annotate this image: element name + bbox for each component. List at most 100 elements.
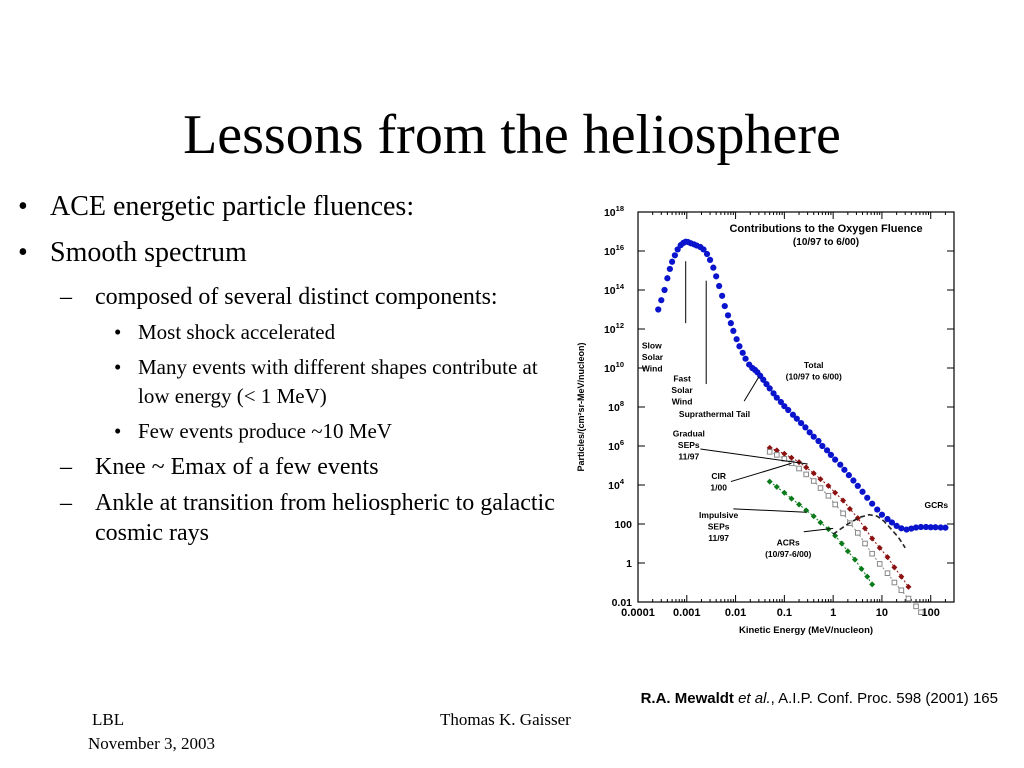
data-point-total [713, 273, 720, 280]
x-tick-label: 10 [876, 607, 888, 619]
data-point-diamond [838, 540, 845, 547]
y-tick-label: 1 [626, 558, 632, 570]
data-point-total [785, 406, 792, 414]
y-tick-label: 100 [614, 519, 632, 531]
data-point-total [832, 456, 839, 463]
data-point-diamond [898, 573, 905, 580]
data-point-square [803, 471, 809, 478]
data-point-diamond [766, 478, 773, 485]
data-point-square [898, 587, 905, 594]
bullet-text: ACE energetic particle fluences: [50, 191, 415, 222]
data-point-total [671, 252, 678, 259]
data-point-total [850, 477, 857, 484]
footer-presenter: Thomas K. Gaisser [440, 710, 571, 729]
data-point-total [841, 466, 848, 473]
citation-ref: , A.I.P. Conf. Proc. 598 (2001) 165 [770, 690, 998, 707]
data-point-square [862, 540, 868, 547]
x-tick-label: 0.0001 [621, 607, 655, 619]
data-point-diamond [884, 554, 891, 561]
data-point-total [797, 419, 805, 427]
data-point-total [739, 349, 746, 356]
bullet-item: • Smooth spectrum [18, 236, 558, 270]
data-point-total [710, 264, 717, 271]
data-point-square [905, 595, 912, 602]
data-point-total [932, 524, 939, 531]
data-point-total [760, 376, 767, 383]
data-point-total [893, 522, 900, 529]
chart-annotation: Suprathermal Tail [679, 409, 750, 419]
data-point-total [706, 256, 714, 263]
bullet-item: • ACE energetic particle fluences: [18, 190, 558, 224]
data-point-diamond [832, 489, 839, 496]
data-point-diamond [803, 464, 810, 471]
chart-annotation: CIR [711, 471, 726, 481]
x-tick-label: 1 [830, 607, 836, 619]
data-point-total [719, 292, 726, 299]
sub-bullet-text: Knee ~ Emax of a few events [95, 454, 379, 480]
sub-sub-bullet-item: • Most shock accelerated [18, 318, 558, 347]
oxygen-fluence-chart: 0.0001 0.001 0.01 0.1 1 10 100 1018 1016 1014 1012… [574, 202, 964, 640]
x-tick-label: 0.001 [673, 607, 701, 619]
data-point-square [854, 530, 861, 536]
data-point-total [845, 472, 852, 479]
data-point-diamond [825, 482, 832, 489]
leader-line [733, 508, 807, 513]
footer-date: November 3, 2003 [88, 734, 216, 753]
data-point-total [664, 275, 671, 282]
data-point-square [817, 485, 824, 491]
y-tick-label: 108 [608, 399, 624, 414]
x-axis-label: Kinetic Energy (MeV/nucleon) [739, 625, 873, 636]
chart-title: Contributions to the Oxygen Fluence [729, 223, 922, 235]
data-point-total [878, 511, 886, 518]
data-point-total [823, 447, 831, 454]
chart-annotation: 11/97 [708, 533, 729, 543]
data-point-total [793, 415, 800, 422]
data-point-diamond [864, 573, 871, 580]
data-point-square [876, 561, 883, 567]
data-point-diamond [796, 459, 803, 466]
sub-bullet-item: – Ankle at transition from heliospheric … [18, 488, 558, 548]
chart-annotation: Wind [672, 397, 693, 407]
data-point-total [777, 398, 785, 406]
data-point-diamond [817, 519, 824, 526]
data-point-total [661, 286, 668, 294]
data-point-square [913, 603, 919, 610]
chart-annotation: SEPs [708, 522, 730, 532]
data-point-total [837, 461, 844, 468]
citation-author: R.A. Mewaldt [640, 690, 734, 707]
data-point-diamond [788, 495, 795, 502]
data-point-diamond [781, 489, 788, 496]
data-point-total [727, 320, 734, 327]
data-point-total [802, 424, 809, 431]
data-point-square [884, 570, 891, 576]
data-point-diamond [773, 447, 780, 454]
y-tick-label: 1016 [604, 243, 624, 258]
data-point-diamond [846, 505, 853, 512]
dash-marker: – [60, 284, 72, 310]
sub-bullet-item: – Knee ~ Emax of a few events [18, 452, 558, 482]
x-tick-label: 100 [922, 607, 940, 619]
leader-line [700, 448, 808, 465]
bullet-marker: • [114, 320, 122, 344]
y-tick-label: 106 [608, 438, 624, 453]
data-point-diamond [869, 535, 876, 542]
data-point-square [918, 609, 924, 615]
data-point-total [733, 336, 740, 343]
data-point-total [864, 494, 871, 501]
y-tick-label: 1012 [604, 321, 624, 336]
chart-annotation: Wind [642, 364, 663, 374]
series-line [769, 451, 922, 613]
sub-sub-bullet-item: • Many events with different shapes cont… [18, 353, 558, 411]
chart-subtitle: (10/97 to 6/00) [793, 237, 859, 248]
x-tick-label: 0.1 [777, 607, 792, 619]
chart-annotation: ACRs [777, 537, 800, 547]
data-point-diamond [788, 454, 795, 461]
bullet-marker: • [18, 237, 28, 268]
data-point-square [766, 449, 773, 455]
data-point-square [891, 579, 898, 586]
data-point-diamond [810, 513, 817, 520]
sub-bullet-text: composed of several distinct components: [95, 284, 498, 310]
citation: R.A. Mewaldt et al., A.I.P. Conf. Proc. … [641, 690, 998, 707]
chart-annotation: Impulsive [699, 510, 738, 520]
chart-annotation: 11/97 [678, 452, 699, 462]
